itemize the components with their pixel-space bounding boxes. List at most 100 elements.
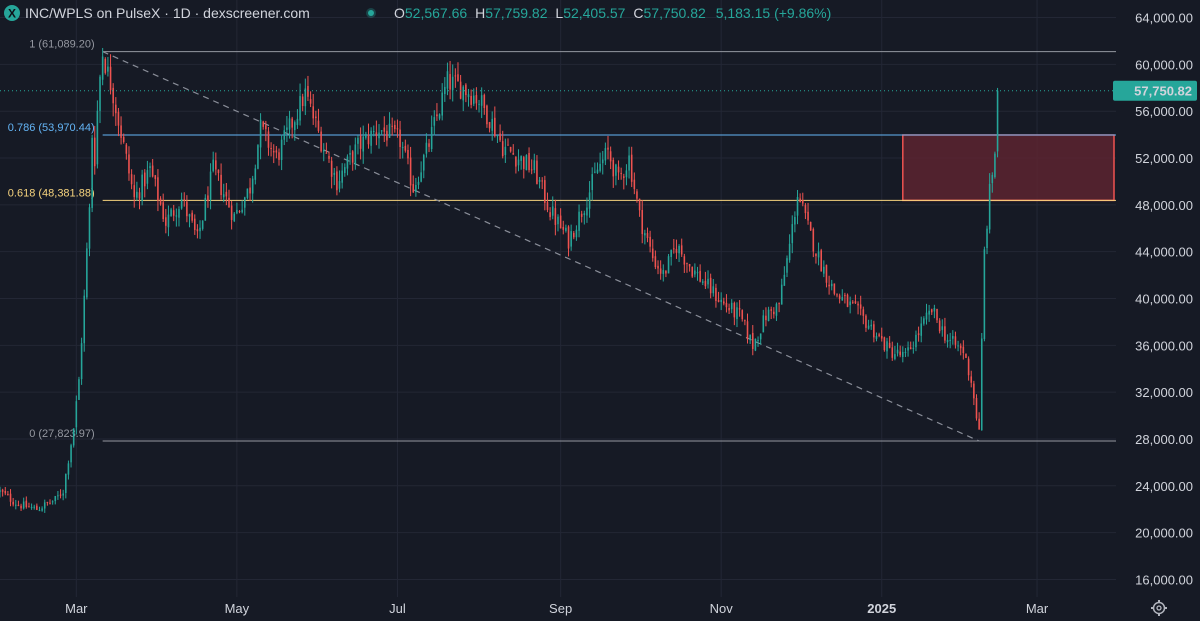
- candle-body: [570, 231, 572, 247]
- candle-body: [212, 159, 214, 171]
- candle-body: [741, 310, 744, 320]
- candle-body: [294, 122, 296, 131]
- candle-body: [333, 172, 336, 175]
- time-tick-label: Sep: [549, 601, 572, 616]
- candle-body: [680, 245, 683, 255]
- candle-body: [170, 209, 172, 216]
- candle-body: [623, 176, 625, 178]
- settings-gear-icon[interactable]: [1151, 600, 1167, 616]
- candle-body: [46, 501, 49, 503]
- candle-body: [394, 125, 396, 130]
- candle-body: [628, 155, 630, 171]
- candle-body: [615, 164, 617, 176]
- candle-body: [880, 335, 883, 339]
- candle-body: [454, 75, 457, 77]
- candle-body: [383, 127, 386, 132]
- trendline[interactable]: [102, 51, 980, 442]
- candle-body: [930, 309, 933, 313]
- candle-body: [952, 335, 954, 339]
- candle-body: [699, 270, 701, 282]
- candle-body: [354, 144, 357, 165]
- candle-body: [328, 155, 330, 159]
- candle-body: [141, 174, 143, 201]
- candle-body: [588, 192, 591, 209]
- candle-body: [501, 141, 504, 157]
- candle-body: [233, 213, 236, 222]
- candle-body: [975, 398, 978, 419]
- candle-body: [791, 224, 794, 244]
- candle-body: [657, 265, 659, 269]
- candle-body: [4, 490, 7, 494]
- candle-body: [470, 95, 472, 105]
- candle-body: [902, 351, 904, 357]
- candle-body: [736, 307, 738, 320]
- price-axis[interactable]: 16,000.00 20,000.00 24,000.00 28,000.00 32,0…: [1113, 0, 1200, 621]
- candle-body: [986, 228, 988, 249]
- candle-body: [17, 504, 20, 506]
- time-axis[interactable]: Mar May Jul Sep Nov 2025 Mar: [65, 601, 1049, 616]
- candle-body: [30, 507, 33, 509]
- candle-body: [446, 71, 449, 89]
- candle-body: [91, 137, 93, 208]
- candle-body: [838, 295, 841, 299]
- candle-body: [712, 286, 715, 294]
- candle-body: [441, 92, 443, 116]
- price-axis-background: [1116, 0, 1200, 621]
- descending-trendline[interactable]: [102, 51, 980, 442]
- candle-body: [780, 284, 783, 305]
- candle-body: [659, 268, 662, 274]
- candle-body: [573, 232, 575, 238]
- candle-body: [551, 206, 554, 216]
- candle-body: [193, 218, 196, 230]
- candle-body: [1, 489, 4, 492]
- candle-body: [322, 150, 325, 152]
- candle-body: [162, 202, 164, 219]
- candle-body: [667, 256, 670, 274]
- candle-body: [225, 191, 228, 197]
- candle-body: [988, 183, 991, 230]
- candle-body: [301, 96, 304, 107]
- candle-body: [367, 134, 370, 145]
- candle-body: [854, 301, 857, 304]
- candle-body: [304, 88, 307, 107]
- candle-body: [665, 271, 667, 274]
- candle-body: [775, 303, 778, 316]
- candle-body: [857, 303, 859, 306]
- candle-body: [159, 198, 162, 205]
- last-price-badge[interactable]: [1113, 80, 1197, 101]
- candle-body: [375, 132, 378, 137]
- candle-body: [891, 347, 894, 358]
- candle-body: [209, 171, 212, 200]
- dexscreener-logo-icon[interactable]: X: [4, 5, 20, 21]
- candle-body: [541, 180, 543, 182]
- candle-body: [451, 76, 454, 91]
- candle-body: [386, 130, 388, 141]
- candle-body: [265, 125, 267, 130]
- candle-body: [957, 345, 959, 347]
- candle-body: [399, 129, 401, 147]
- candle-body: [278, 152, 280, 160]
- candle-body: [583, 213, 586, 216]
- candle-body: [586, 207, 588, 216]
- resistance-zone-box[interactable]: [902, 134, 1115, 202]
- candle-body: [594, 171, 596, 173]
- candle-body: [378, 132, 380, 139]
- candle-body: [970, 376, 973, 383]
- candle-body: [157, 177, 159, 201]
- candle-body: [483, 94, 486, 109]
- price-tick-label: 32,000.00: [1135, 385, 1193, 400]
- candle-body: [844, 295, 846, 297]
- candle-body: [865, 315, 867, 328]
- candle-body: [99, 76, 101, 111]
- candle-body: [646, 233, 649, 239]
- candle-body: [409, 157, 412, 186]
- price-tick-label: 24,000.00: [1135, 479, 1193, 494]
- candle-body: [362, 136, 365, 152]
- candle-body: [533, 160, 536, 170]
- candle-body: [978, 418, 980, 430]
- candle-body: [799, 198, 801, 203]
- candle-body: [873, 324, 875, 338]
- fibonacci-retracement[interactable]: 1 (61,089.20) 0.786 (53,970.44) 0.618 (48,…: [8, 39, 1116, 442]
